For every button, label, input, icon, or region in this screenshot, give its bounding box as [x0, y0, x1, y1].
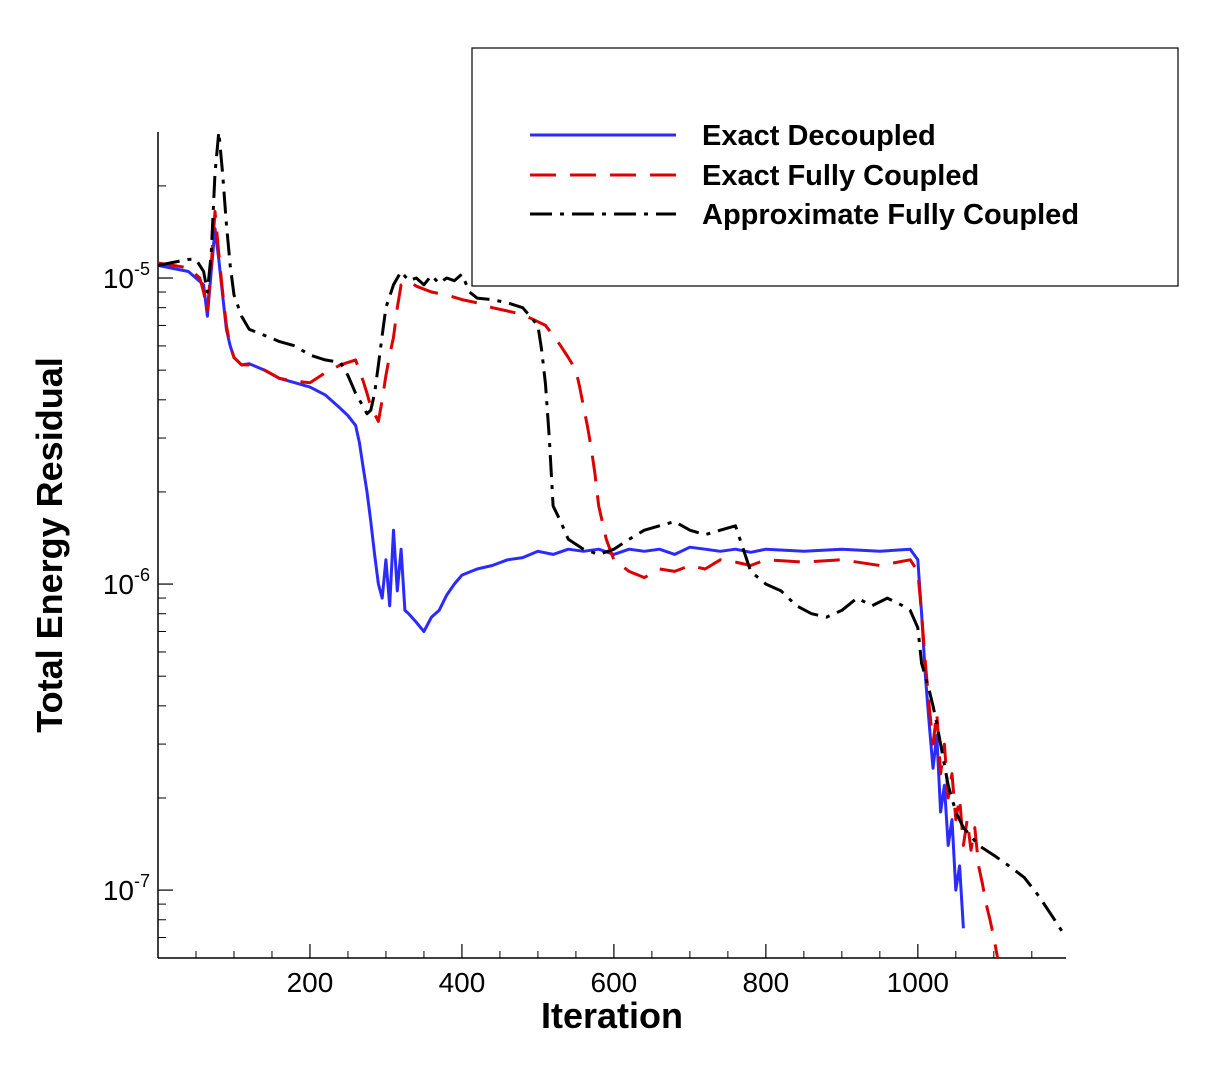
- x-tick-label: 1000: [887, 967, 949, 998]
- legend-label-3: Approximate Fully Coupled: [702, 199, 1079, 231]
- y-axis-label: Total Energy Residual: [29, 357, 70, 732]
- legend-label-1: Exact Decoupled: [702, 120, 936, 152]
- x-tick-label: 400: [439, 967, 486, 998]
- x-tick-label: 800: [743, 967, 790, 998]
- ticks: [158, 185, 1033, 959]
- legend-label-2: Exact Fully Coupled: [702, 160, 979, 192]
- series-line-3: [157, 130, 1068, 939]
- series-layer: [157, 130, 1068, 959]
- x-axis-label: Iteration: [541, 995, 683, 1036]
- x-tick-label: 200: [287, 967, 334, 998]
- y-tick-label: 10-5: [103, 259, 150, 294]
- tick-labels: 200 400 600 800 1000 10-5 10-6 10-7: [103, 259, 949, 998]
- x-tick-label: 600: [591, 967, 638, 998]
- legend: Exact Decoupled Exact Fully Coupled Approx…: [471, 47, 1179, 287]
- series-line-2: [157, 210, 1000, 959]
- y-tick-label: 10-7: [103, 871, 150, 906]
- legend-box: [471, 47, 1179, 287]
- y-tick-label: 10-6: [103, 565, 150, 600]
- axes: [157, 132, 1066, 959]
